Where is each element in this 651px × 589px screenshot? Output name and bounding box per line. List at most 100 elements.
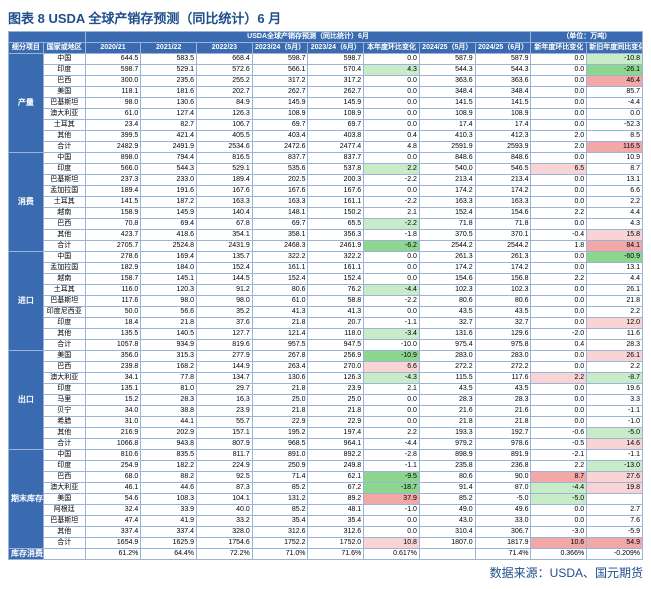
data-cell: 33.9 [141, 505, 197, 516]
data-cell: 816.5 [197, 153, 253, 164]
data-cell: 0.0 [364, 120, 420, 131]
table-row: 澳大利亚61.0127.4126.3108.9108.90.0108.9108.… [9, 109, 643, 120]
data-cell: 23.9 [197, 406, 253, 417]
data-cell: 587.9 [475, 54, 531, 65]
data-cell: 202.5 [252, 175, 308, 186]
data-cell: 43.5 [419, 307, 475, 318]
column-header: 2022/23 [197, 43, 253, 54]
data-cell: 102.3 [475, 285, 531, 296]
section-label: 出口 [9, 351, 44, 450]
data-cell: 195.2 [252, 428, 308, 439]
data-cell: 0.0 [364, 406, 420, 417]
data-cell: 197.4 [308, 428, 364, 439]
data-cell: 32.7 [475, 318, 531, 329]
data-cell: 37.9 [364, 494, 420, 505]
data-cell: 41.3 [308, 307, 364, 318]
data-cell: 145.1 [141, 274, 197, 285]
data-cell: 0.0 [531, 65, 587, 76]
data-cell: 6.6 [587, 186, 643, 197]
data-cell: -0.6 [531, 428, 587, 439]
data-cell: -0.5 [531, 439, 587, 450]
data-cell: 540.0 [419, 164, 475, 175]
data-cell: 317.2 [308, 76, 364, 87]
data-cell: 263.4 [252, 362, 308, 373]
data-cell: -1.0 [587, 417, 643, 428]
data-cell: 0.0 [364, 527, 420, 538]
data-cell: 2705.7 [85, 241, 141, 252]
region-cell: 澳大利亚 [43, 373, 85, 384]
data-cell: 21.6 [419, 406, 475, 417]
data-cell: 118.0 [308, 329, 364, 340]
data-cell: -9.5 [364, 472, 420, 483]
data-cell: 54.9 [587, 538, 643, 549]
data-cell: 168.2 [141, 362, 197, 373]
data-cell: 322.2 [252, 252, 308, 263]
table-row: 巴基斯坦98.0130.684.9145.9145.90.0141.5141.5… [9, 98, 643, 109]
data-cell: 0.0 [531, 516, 587, 527]
data-cell: 130.6 [252, 373, 308, 384]
data-cell: 278.6 [85, 252, 141, 263]
data-cell: 65.5 [308, 219, 364, 230]
data-cell: 337.4 [141, 527, 197, 538]
data-cell: 0.0 [364, 263, 420, 274]
table-row: 巴西70.869.467.869.765.5-2.271.871.80.04.3 [9, 219, 643, 230]
data-cell: 55.7 [197, 417, 253, 428]
data-cell: 44.1 [141, 417, 197, 428]
data-cell: 566.0 [85, 164, 141, 175]
data-cell: 126.3 [197, 109, 253, 120]
data-cell: 26.1 [587, 351, 643, 362]
data-cell: 116.5 [587, 142, 643, 153]
data-cell: 2.0 [531, 131, 587, 142]
data-cell: 2.2 [587, 362, 643, 373]
data-cell: 233.0 [141, 175, 197, 186]
data-cell: 898.0 [85, 153, 141, 164]
data-cell: 0.0 [364, 252, 420, 263]
data-cell: 272.2 [475, 362, 531, 373]
data-cell: 145.9 [308, 98, 364, 109]
region-cell: 其他 [43, 230, 85, 241]
data-cell: 423.7 [85, 230, 141, 241]
data-cell: 283.0 [475, 351, 531, 362]
data-cell: 403.4 [252, 131, 308, 142]
data-cell: -1.1 [364, 318, 420, 329]
data-cell: 2544.2 [475, 241, 531, 252]
region-cell: 印度 [43, 384, 85, 395]
data-cell: 572.6 [197, 65, 253, 76]
data-cell: -4.4 [364, 285, 420, 296]
data-cell: 21.8 [587, 296, 643, 307]
data-cell: -18.7 [364, 483, 420, 494]
data-cell: 21.8 [141, 318, 197, 329]
data-cell: 0.0 [531, 318, 587, 329]
data-cell: 13.1 [587, 263, 643, 274]
region-cell: 巴基斯坦 [43, 175, 85, 186]
data-cell: 81.0 [141, 384, 197, 395]
data-cell: 148.1 [252, 208, 308, 219]
data-cell: 2.2 [531, 373, 587, 384]
data-cell: 848.6 [419, 153, 475, 164]
region-cell: 其他 [43, 527, 85, 538]
data-cell: 1654.9 [85, 538, 141, 549]
usda-table: USDA全球产销存预测（同比统计）6月 （单位：万吨） 细分项目国家或地区202… [8, 31, 643, 560]
region-cell: 土耳其 [43, 197, 85, 208]
region-cell: 澳大利亚 [43, 483, 85, 494]
region-cell: 土耳其 [43, 285, 85, 296]
region-cell: 美国 [43, 87, 85, 98]
data-cell: 33.0 [475, 516, 531, 527]
column-header: 国家或地区 [43, 43, 85, 54]
data-cell: 370.5 [419, 230, 475, 241]
data-cell: 0.0 [531, 76, 587, 87]
data-cell: 537.8 [308, 164, 364, 175]
data-cell: 141.5 [419, 98, 475, 109]
data-cell: 255.2 [197, 76, 253, 87]
region-cell [43, 549, 85, 560]
data-cell: 69.7 [308, 120, 364, 131]
data-cell: 17.4 [419, 120, 475, 131]
data-cell: 2.7 [587, 505, 643, 516]
data-cell: 2.2 [531, 274, 587, 285]
data-cell: 978.6 [475, 439, 531, 450]
data-cell: 152.4 [197, 263, 253, 274]
data-cell: 668.4 [197, 54, 253, 65]
data-cell: 191.6 [141, 186, 197, 197]
data-cell: 0.0 [531, 87, 587, 98]
data-cell: 91.4 [419, 483, 475, 494]
